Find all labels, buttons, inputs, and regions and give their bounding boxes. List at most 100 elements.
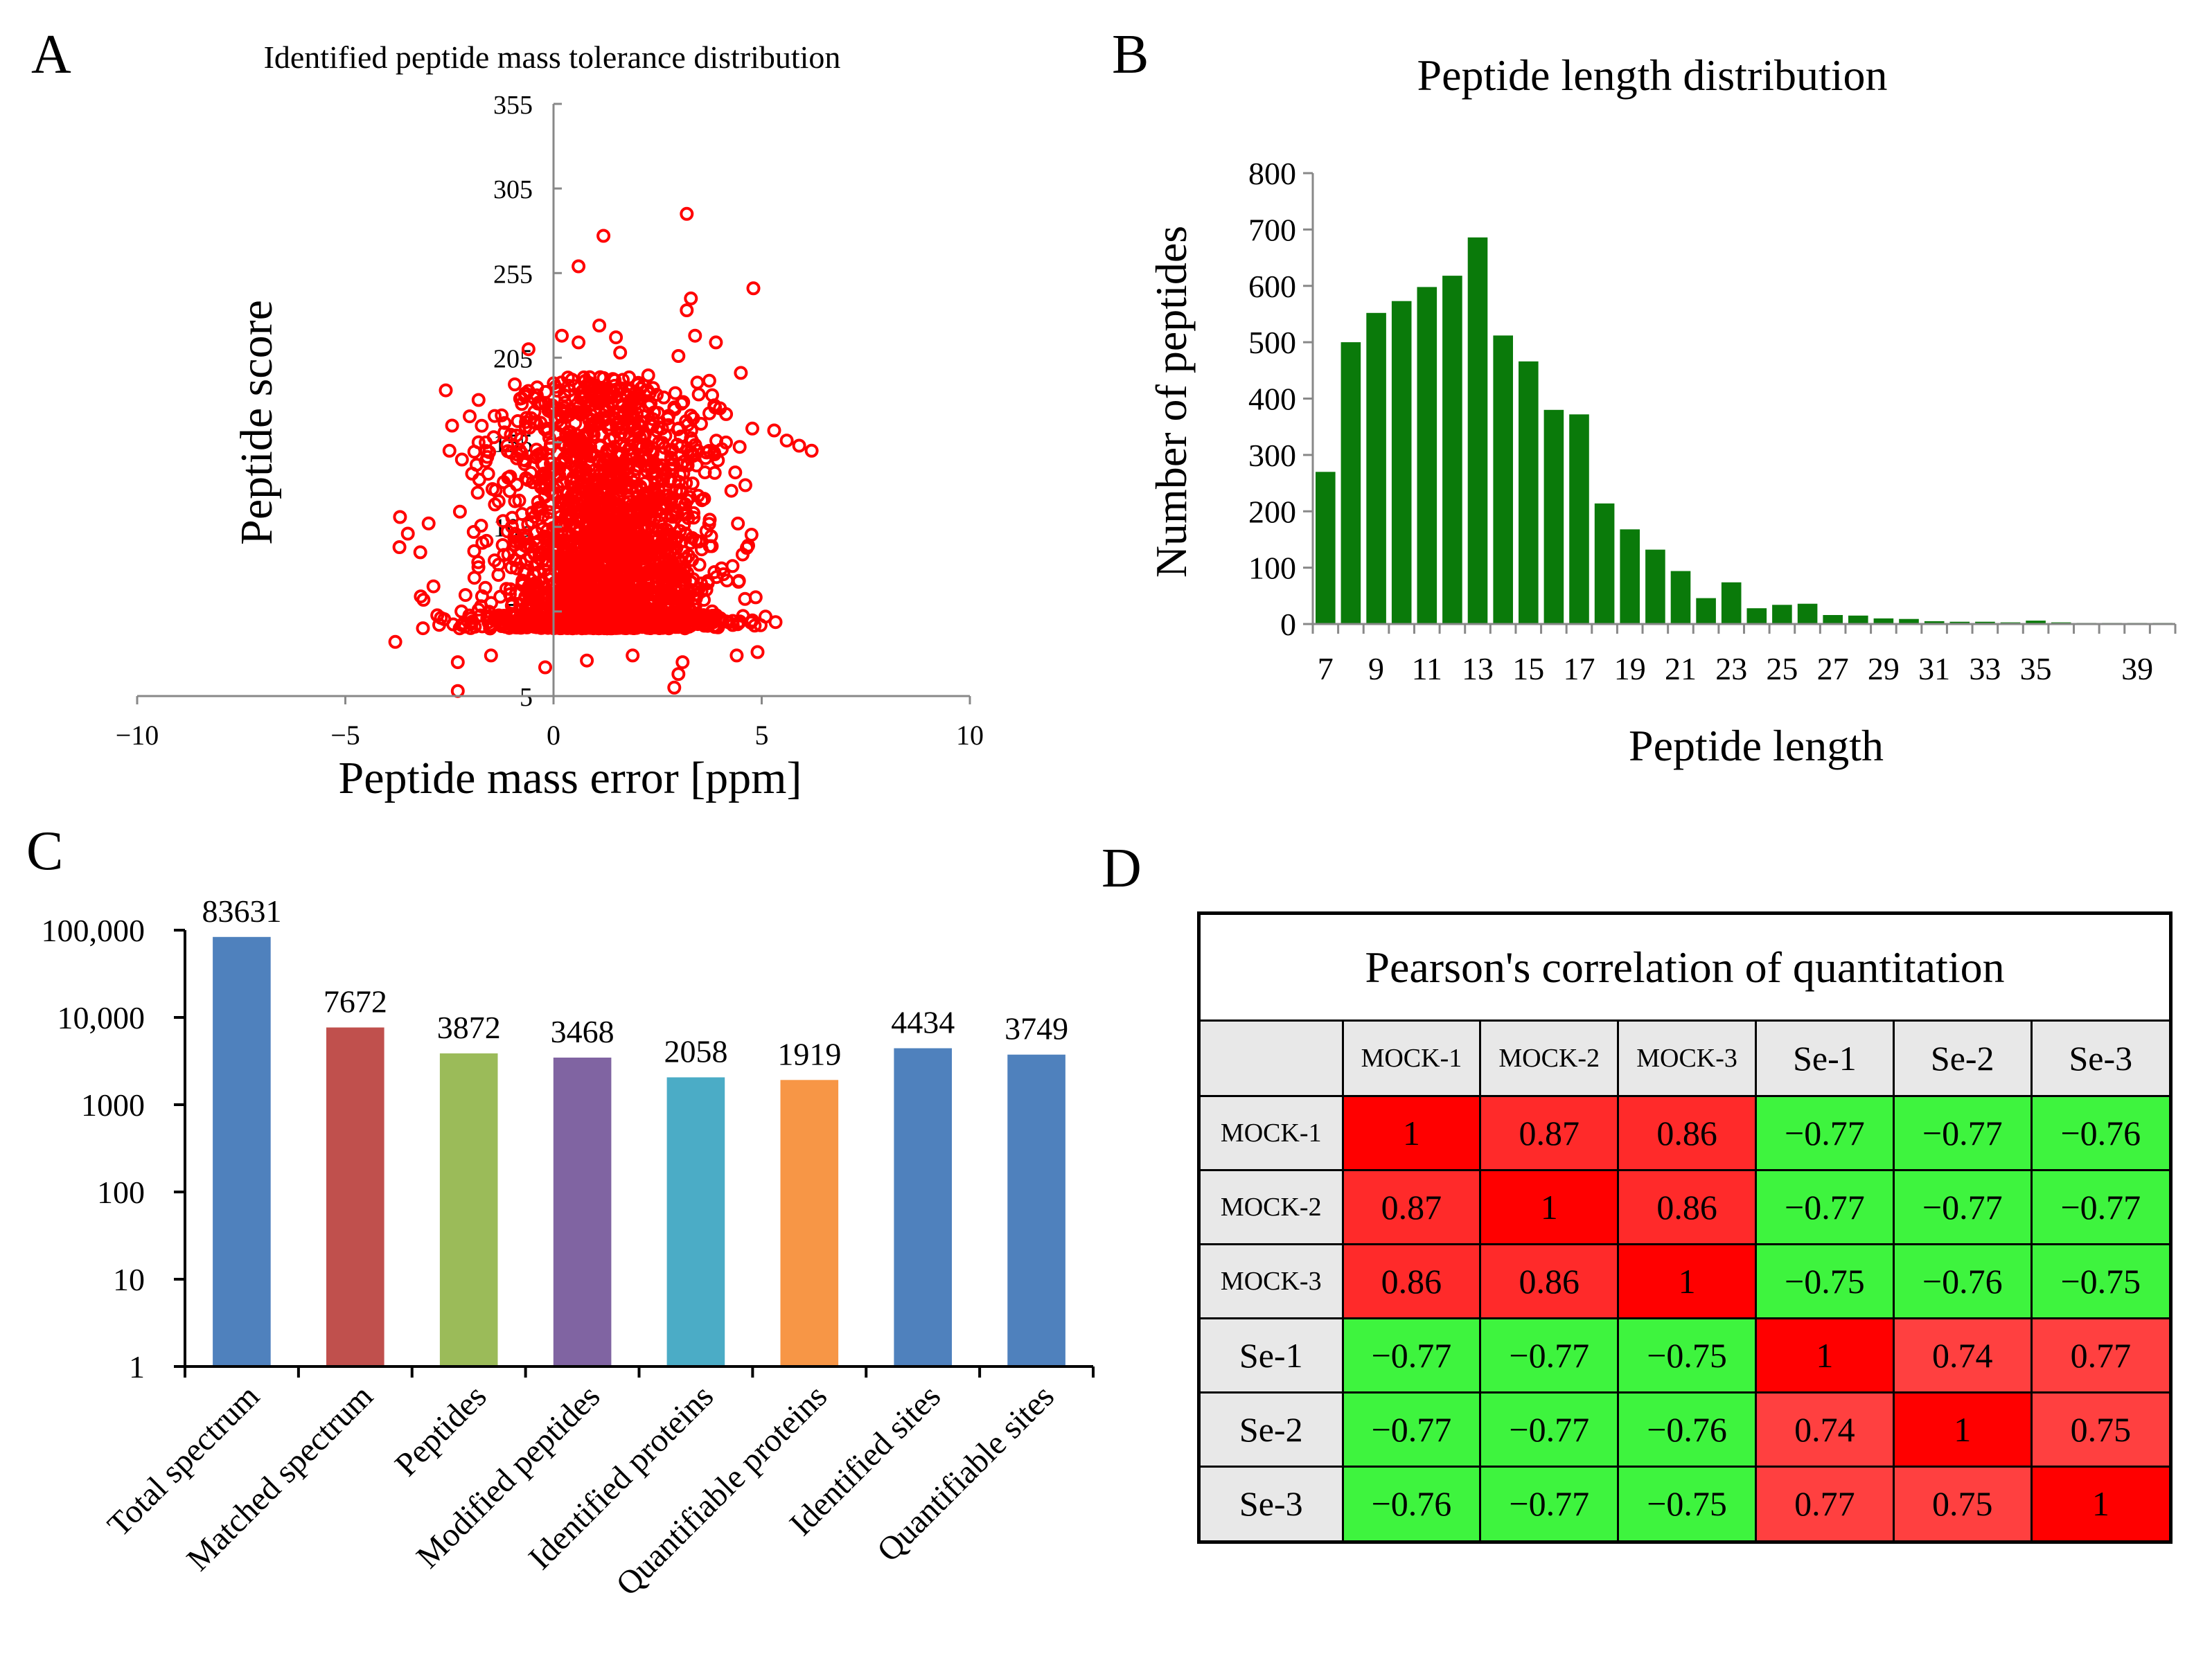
scatter-point	[622, 370, 637, 384]
chart-b-x-tick-label: 35	[2020, 651, 2052, 686]
correlation-header-row: MOCK-1 MOCK-2 MOCK-3 Se-1 Se-2 Se-3	[1201, 1022, 2169, 1097]
bar-b-21	[1670, 571, 1691, 624]
bar-b-14	[1493, 335, 1513, 624]
chart-a-y-tick-label: 205	[493, 344, 533, 373]
chart-b-x-tick-label: 21	[1665, 651, 1697, 686]
chart-b-x-tick-label: 7	[1318, 651, 1334, 686]
scatter-point	[548, 551, 563, 566]
scatter-point	[666, 556, 680, 571]
chart-b-x-tick-label: 19	[1614, 651, 1646, 686]
correlation-table-panel: Pearson's correlation of quantitation MO…	[1197, 911, 2173, 1544]
correlation-cell: −0.77	[1754, 1168, 1895, 1245]
scatter-point	[609, 330, 623, 345]
bar-b-23	[1721, 582, 1742, 624]
scatter-point	[669, 614, 683, 628]
scatter-point	[581, 558, 595, 573]
bar-b-19	[1620, 529, 1640, 624]
chart-b-x-tick-label: 33	[1969, 651, 2001, 686]
scatter-point	[532, 501, 546, 515]
scatter-point	[554, 495, 569, 510]
bar-b-31	[1924, 621, 1945, 624]
scatter-point	[478, 580, 493, 595]
correlation-cell: −0.76	[1341, 1465, 1482, 1540]
chart-b-x-tick-label: 11	[1412, 651, 1442, 686]
scatter-point	[768, 615, 783, 630]
scatter-point	[515, 397, 529, 411]
scatter-point	[734, 366, 748, 380]
correlation-col-header: Se-3	[2030, 1022, 2169, 1097]
scatter-point	[533, 416, 548, 430]
chart-a-title: Identified peptide mass tolerance distri…	[264, 39, 841, 75]
bar-b-13	[1467, 237, 1488, 624]
scatter-point	[558, 395, 572, 410]
chart-c-y-tick-label: 1	[129, 1349, 145, 1384]
scatter-point	[714, 442, 729, 456]
bar-b-11	[1417, 287, 1437, 624]
scatter-point	[497, 416, 512, 430]
bar-c-5	[666, 1077, 725, 1366]
correlation-col-header: MOCK-2	[1479, 1022, 1620, 1097]
scatter-point	[596, 229, 611, 243]
correlation-cell: 0.75	[2030, 1391, 2169, 1468]
scatter-point	[767, 423, 781, 438]
scatter-point	[613, 346, 628, 360]
scatter-point	[567, 584, 582, 598]
chart-c-bars: 83631 7672 3872 3468 2058 1919 4434 3749	[202, 893, 1068, 1366]
bar-b-35	[2026, 621, 2046, 624]
scatter-point	[580, 653, 594, 668]
scatter-point	[491, 568, 506, 582]
scatter-point	[606, 523, 621, 537]
bar-b-15	[1519, 361, 1539, 624]
scatter-point	[635, 521, 649, 535]
scatter-point	[621, 404, 636, 419]
chart-a-x-tick-label: 5	[755, 720, 769, 751]
correlation-row: MOCK-2 0.87 1 0.86 −0.77 −0.77 −0.77	[1201, 1168, 2169, 1245]
scatter-point	[512, 493, 527, 508]
scatter-point	[674, 396, 689, 411]
chart-b-x-tick-label: 31	[1918, 651, 1950, 686]
scatter-point	[700, 574, 715, 588]
scatter-point	[621, 567, 635, 581]
scatter-point	[472, 472, 486, 487]
scatter-point	[593, 467, 608, 481]
scatter-point	[673, 483, 687, 497]
scatter-point	[792, 438, 806, 453]
scatter-point	[517, 566, 531, 580]
bar-b-12	[1442, 276, 1462, 624]
scatter-point	[508, 377, 522, 391]
scatter-point	[658, 429, 673, 443]
scatter-point	[496, 514, 511, 528]
bar-b-20	[1645, 549, 1665, 624]
bar-b-26	[1797, 603, 1818, 624]
scatter-point	[660, 411, 675, 426]
scatter-point	[520, 615, 535, 630]
scatter-point	[724, 483, 738, 498]
scatter-point	[641, 368, 655, 382]
bar-c-7	[894, 1048, 952, 1366]
correlation-row: Se-3 −0.76 −0.77 −0.75 0.77 0.75 1	[1201, 1465, 2169, 1540]
correlation-cell: −0.75	[1617, 1465, 1757, 1540]
scatter-point	[508, 618, 522, 633]
scatter-point	[738, 478, 752, 492]
scatter-point	[545, 398, 560, 413]
scatter-point	[619, 517, 634, 531]
scatter-point	[735, 547, 750, 562]
scatter-point	[630, 406, 644, 420]
chart-b-y-tick-label: 400	[1248, 382, 1296, 417]
scatter-point	[569, 452, 584, 466]
scatter-point	[597, 454, 612, 468]
scatter-point	[549, 596, 564, 609]
scatter-point	[518, 608, 533, 623]
scatter-point	[521, 342, 536, 357]
scatter-point	[519, 600, 533, 614]
scatter-point	[678, 573, 692, 588]
scatter-point	[675, 655, 690, 670]
scatter-point	[617, 428, 631, 443]
scatter-point	[538, 490, 552, 504]
scatter-point	[643, 513, 657, 528]
scatter-point	[655, 610, 669, 625]
correlation-row-header: MOCK-3	[1201, 1243, 1344, 1319]
scatter-point	[614, 446, 628, 461]
scatter-point	[676, 454, 691, 469]
scatter-point	[689, 591, 703, 606]
